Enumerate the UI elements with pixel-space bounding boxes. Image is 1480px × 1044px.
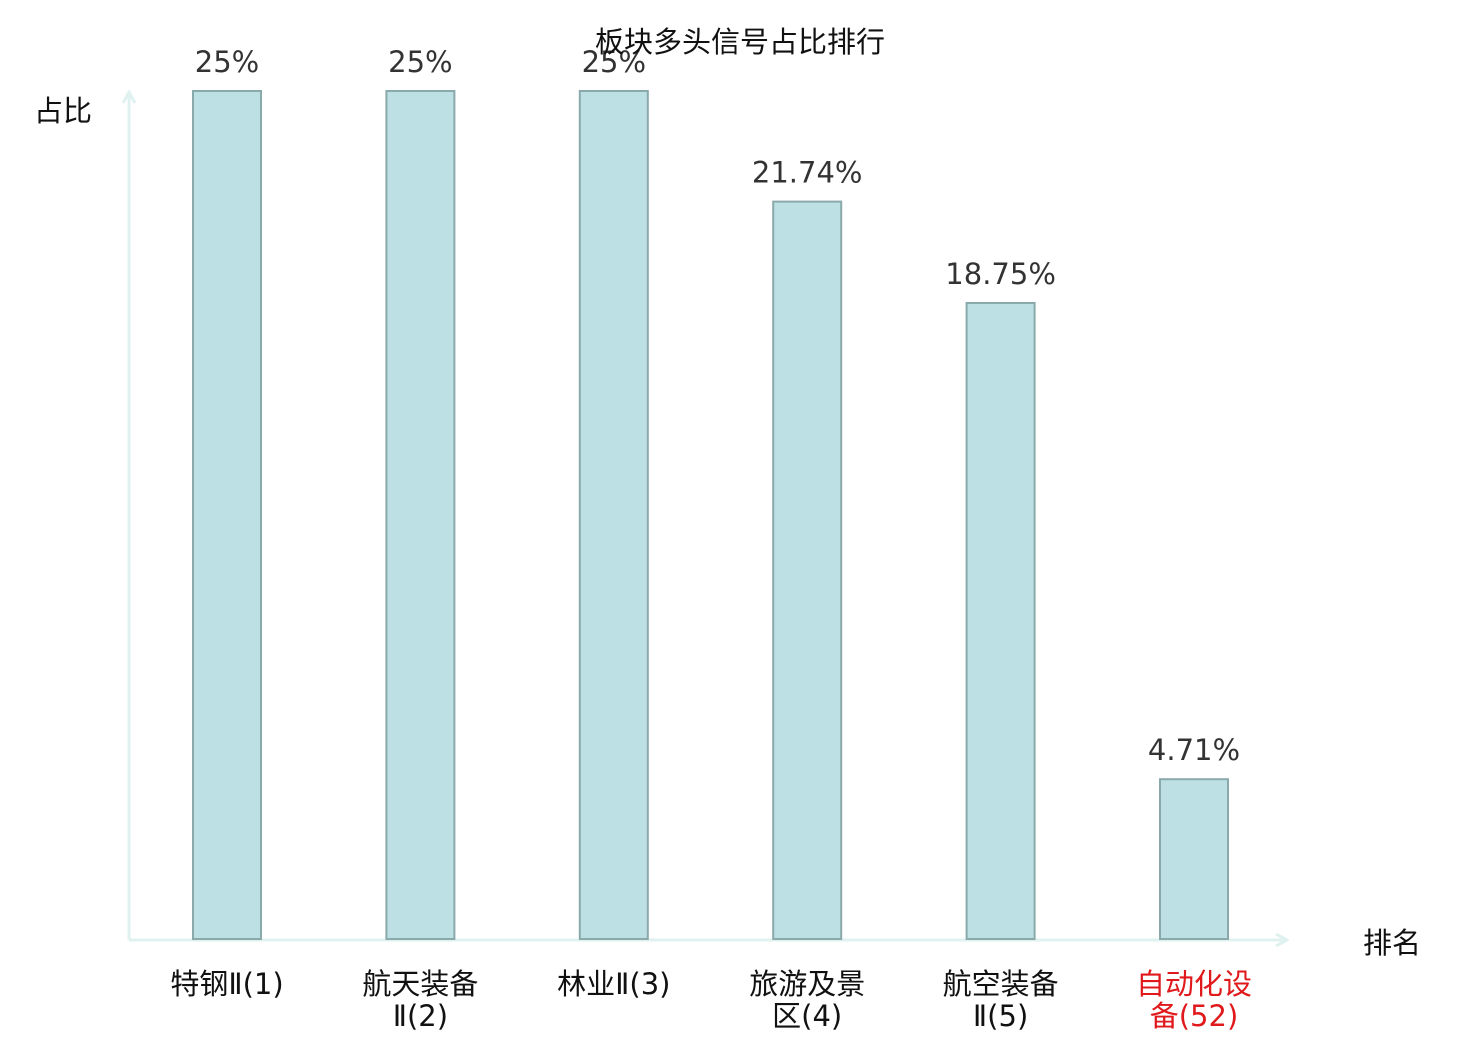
value-labels: 25% 25% 25% 21.74% 18.75% 4.71% <box>195 45 1240 767</box>
bars <box>192 90 1229 941</box>
bar <box>772 200 843 941</box>
value-label: 25% <box>388 45 452 79</box>
category-label: 航天装备 <box>362 967 478 1001</box>
bar <box>578 90 649 940</box>
value-label: 21.74% <box>752 156 863 190</box>
category-label: 特钢Ⅱ(1) <box>170 967 283 1001</box>
category-label: 自动化设 <box>1136 967 1252 1001</box>
bar <box>1159 778 1229 941</box>
bar <box>385 90 456 940</box>
category-label: 林业Ⅱ(3) <box>557 967 670 1001</box>
category-label: 旅游及景 <box>749 967 865 1001</box>
value-label: 4.71% <box>1148 733 1240 767</box>
bar <box>192 90 262 940</box>
axes <box>129 92 1287 940</box>
value-label: 25% <box>582 45 646 79</box>
x-axis-label: 排名 <box>1363 926 1421 960</box>
bar <box>965 302 1036 940</box>
y-axis-label: 占比 <box>34 94 92 128</box>
value-label: 18.75% <box>945 257 1056 291</box>
category-label: 区(4) <box>772 999 842 1033</box>
category-label: 航空装备 <box>943 967 1059 1001</box>
category-label: Ⅱ(5) <box>973 999 1028 1033</box>
value-label: 25% <box>195 45 259 79</box>
category-label: Ⅱ(2) <box>393 999 448 1033</box>
category-label: 备(52) <box>1150 999 1239 1033</box>
chart-title: 板块多头信号占比排行 <box>595 25 885 59</box>
